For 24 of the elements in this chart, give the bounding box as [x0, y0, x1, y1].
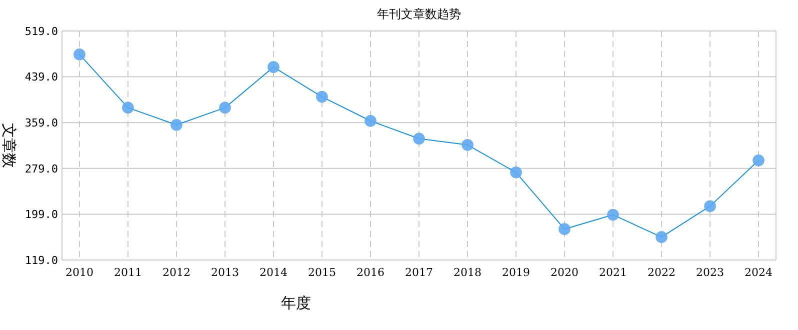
x-tick-label: 2023: [696, 266, 724, 279]
x-tick-label: 2021: [599, 266, 628, 279]
y-tick-label: 199.0: [24, 208, 58, 222]
x-tick-label: 2019: [502, 266, 530, 279]
y-tick-label: 439.0: [24, 70, 58, 84]
x-tick-label: 2024: [744, 266, 773, 279]
x-tick-label: 2011: [114, 266, 142, 279]
chart-title: 年刊文章数趋势: [377, 7, 461, 21]
x-tick-label: 2022: [648, 266, 676, 279]
x-tick-label: 2020: [550, 266, 579, 279]
y-axis-title: 文章数: [0, 123, 18, 168]
y-tick-label: 519.0: [24, 24, 58, 38]
x-tick-label: 2018: [454, 266, 482, 279]
y-tick-label: 119.0: [24, 254, 58, 267]
x-tick-label: 2016: [356, 266, 384, 279]
x-tick-label: 2012: [162, 266, 190, 279]
x-tick-label: 2014: [259, 266, 288, 279]
x-tick-label: 2013: [210, 266, 239, 279]
x-tick-label: 2010: [65, 266, 94, 279]
y-tick-label: 359.0: [24, 116, 58, 130]
x-tick-label: 2017: [405, 266, 433, 279]
x-axis-title: 年度: [281, 294, 311, 312]
x-tick-label: 2015: [308, 266, 336, 279]
y-tick-label: 279.0: [24, 162, 58, 176]
